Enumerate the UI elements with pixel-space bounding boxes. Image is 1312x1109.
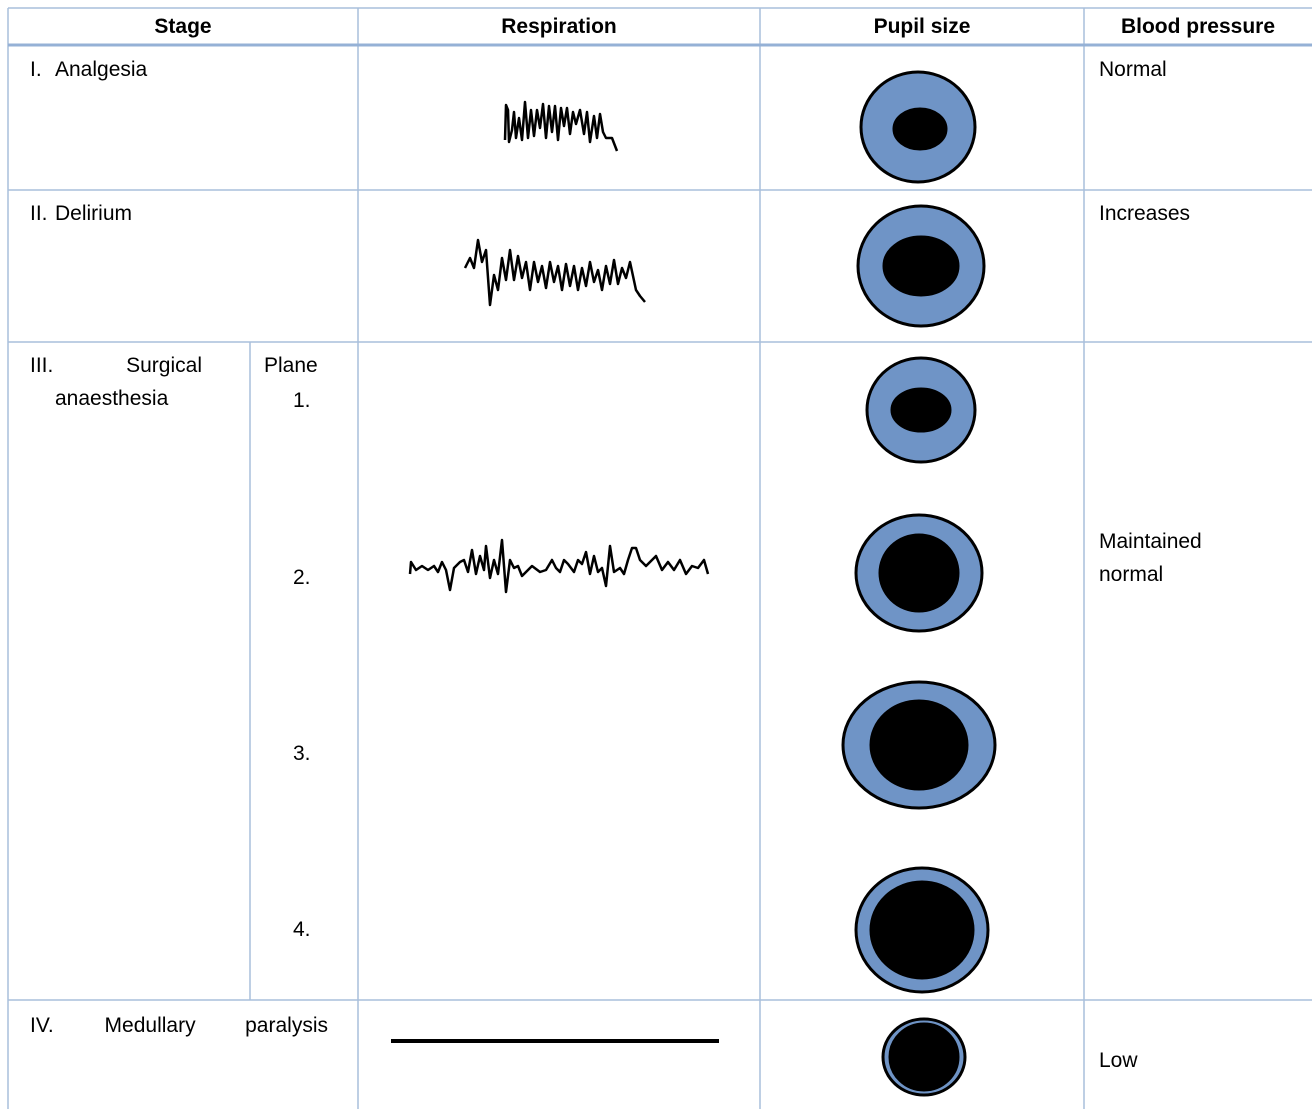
respiration-trace xyxy=(410,540,708,592)
blood-pressure: Maintained normal xyxy=(1099,525,1239,591)
blood-pressure: Increases xyxy=(1099,197,1269,230)
blood-pressure: Normal xyxy=(1099,53,1269,86)
stage-number: IV. xyxy=(30,1009,55,1042)
page: Stage Respiration Pupil size Blood press… xyxy=(0,0,1312,1109)
pupil xyxy=(890,1024,958,1090)
stage-name: Medullary paralysis xyxy=(105,1014,328,1037)
pupil xyxy=(884,237,958,295)
column-header: Respiration xyxy=(358,10,760,43)
pupil xyxy=(894,109,946,149)
plane-number: 3. xyxy=(293,737,311,770)
column-header: Stage xyxy=(8,10,358,43)
pupil xyxy=(880,535,958,611)
pupil xyxy=(892,389,950,431)
column-header: Pupil size xyxy=(760,10,1084,43)
stage-name: Analgesia xyxy=(55,58,147,81)
stage-number: I. xyxy=(30,53,55,86)
respiration-trace xyxy=(505,102,617,151)
stage-name: Surgical anaesthesia xyxy=(55,354,202,410)
stage-number: III. xyxy=(30,349,55,382)
pupil xyxy=(871,882,973,978)
stage-cell: I.Analgesia xyxy=(30,53,355,86)
column-header: Blood pressure xyxy=(1084,10,1312,43)
plane-number: 2. xyxy=(293,561,311,594)
stage-name: Delirium xyxy=(55,202,132,225)
pupil xyxy=(871,701,967,789)
stage-cell: II.Delirium xyxy=(30,197,355,230)
plane-heading: Plane xyxy=(264,349,318,382)
blood-pressure: Low xyxy=(1099,1044,1269,1077)
respiration-traces xyxy=(391,102,719,1041)
stage-number: II. xyxy=(30,197,55,230)
plane-number: 4. xyxy=(293,913,311,946)
stage-cell: IV. Medullary paralysis xyxy=(30,1009,328,1042)
plane-number: 1. xyxy=(293,384,311,417)
respiration-trace xyxy=(465,240,645,305)
stage-cell: III. Surgical anaesthesia xyxy=(30,349,202,415)
pupil-drawings xyxy=(843,72,995,1095)
